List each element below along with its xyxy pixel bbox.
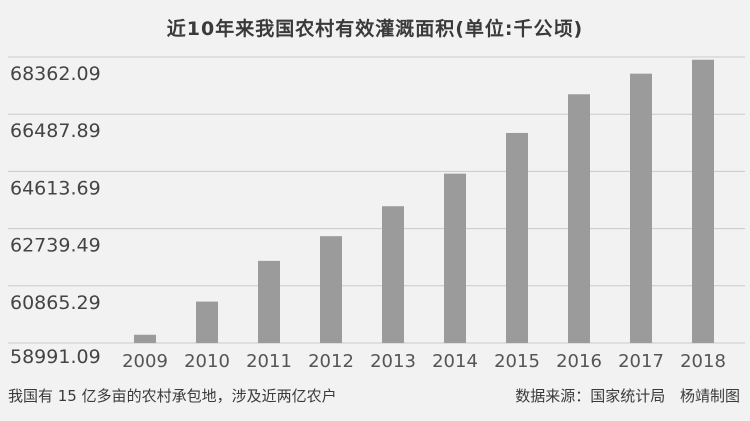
x-tick-label: 2011 — [246, 351, 292, 372]
bar-2017 — [630, 73, 652, 343]
bar-2011 — [258, 260, 280, 343]
bar-2015 — [506, 132, 528, 343]
y-tick-label: 66487.89 — [10, 120, 101, 142]
footer-note: 我国有 15 亿多亩的农村承包地，涉及近两亿农户 — [8, 387, 337, 405]
bar-2014 — [444, 173, 466, 343]
y-tick-label: 58991.09 — [10, 346, 101, 368]
bar-2016 — [568, 94, 590, 343]
y-tick-label: 62739.49 — [10, 235, 101, 257]
y-tick-label: 60865.29 — [10, 292, 101, 314]
data-source: 数据来源：国家统计局 — [515, 387, 666, 405]
x-tick-label: 2012 — [308, 351, 354, 372]
x-tick-label: 2016 — [556, 351, 602, 372]
x-tick-label: 2014 — [432, 351, 478, 372]
x-tick-label: 2010 — [184, 351, 230, 372]
x-tick-label: 2018 — [680, 351, 726, 372]
x-tick-label: 2017 — [618, 351, 664, 372]
y-tick-label: 68362.09 — [10, 63, 101, 85]
bar-2018 — [692, 59, 714, 344]
chart-author: 杨靖制图 — [679, 387, 740, 405]
bar-2009 — [134, 334, 156, 343]
x-tick-label: 2015 — [494, 351, 540, 372]
chart-title: 近10年来我国农村有效灌溉面积(单位:千公顷) — [166, 18, 584, 40]
bar-2013 — [382, 206, 404, 343]
x-tick-label: 2009 — [122, 351, 168, 372]
x-tick-label: 2013 — [370, 351, 416, 372]
bar-2012 — [320, 236, 342, 343]
footer-credits: 数据来源：国家统计局 杨靖制图 — [505, 385, 740, 406]
bar-2010 — [196, 301, 218, 343]
y-tick-label: 64613.69 — [10, 177, 101, 199]
